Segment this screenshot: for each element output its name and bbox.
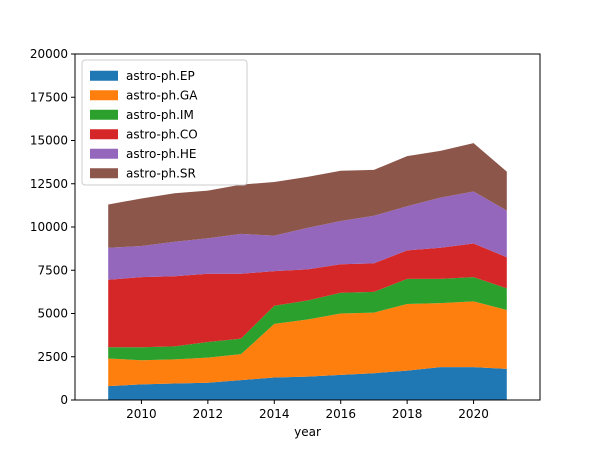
x-tick-label: 2020 <box>458 407 489 421</box>
y-tick-label: 15000 <box>30 134 68 148</box>
y-tick-label: 0 <box>60 393 68 407</box>
area-series-astro-ph-SR <box>108 143 507 248</box>
y-axis: 0 2500 5000 7500 10000 12500 15000 17500 20000 <box>30 47 75 407</box>
x-axis: 2010 2012 2014 2016 2018 2020 <box>126 400 489 421</box>
legend-swatch <box>90 90 118 101</box>
x-tick-label: 2010 <box>126 407 157 421</box>
x-tick-label: 2014 <box>259 407 290 421</box>
area-series-astro-ph-CO <box>108 243 507 348</box>
legend-label: astro-ph.IM <box>126 108 194 122</box>
area-series-astro-ph-IM <box>108 277 507 361</box>
legend-swatch <box>90 70 118 81</box>
legend-swatch <box>90 109 118 120</box>
x-tick-label: 2018 <box>392 407 423 421</box>
x-axis-label: year <box>294 425 321 439</box>
legend-label: astro-ph.SR <box>126 166 196 180</box>
y-tick-label: 2500 <box>37 350 68 364</box>
legend: astro-ph.EP astro-ph.GA astro-ph.IM astro-p… <box>81 59 248 186</box>
legend-box <box>81 59 248 186</box>
x-tick-label: 2016 <box>325 407 356 421</box>
legend-label: astro-ph.HE <box>126 147 197 161</box>
legend-swatch <box>90 168 118 179</box>
area-series-astro-ph-GA <box>108 301 507 387</box>
y-tick-label: 10000 <box>30 220 68 234</box>
legend-label: astro-ph.GA <box>126 88 198 102</box>
legend-swatch <box>90 129 118 140</box>
y-tick-label: 7500 <box>37 263 68 277</box>
area-series-astro-ph-HE <box>108 191 507 280</box>
y-tick-label: 17500 <box>30 90 68 104</box>
y-tick-label: 5000 <box>37 307 68 321</box>
legend-swatch <box>90 148 118 159</box>
y-tick-label: 12500 <box>30 177 68 191</box>
y-tick-label: 20000 <box>30 47 68 61</box>
area-series-astro-ph-EP <box>108 367 507 400</box>
x-tick-label: 2012 <box>193 407 224 421</box>
legend-label: astro-ph.EP <box>126 69 195 83</box>
area-series-group <box>108 143 507 400</box>
legend-label: astro-ph.CO <box>126 127 198 141</box>
